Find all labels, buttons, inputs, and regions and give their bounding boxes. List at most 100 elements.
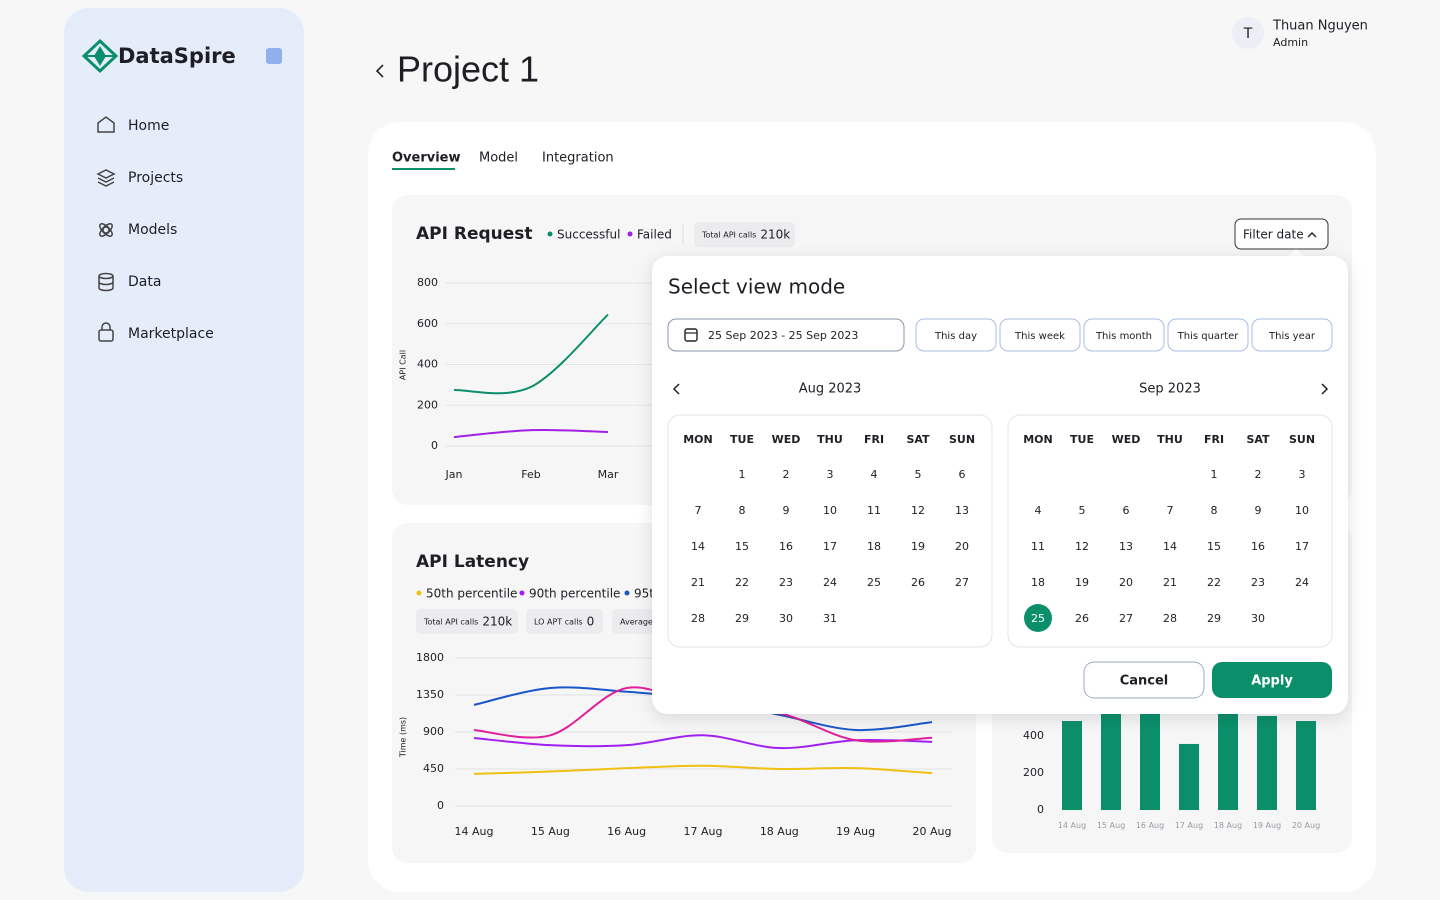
day[interactable]: 13: [955, 504, 969, 517]
day[interactable]: 12: [911, 504, 925, 517]
day[interactable]: 5: [1079, 504, 1086, 517]
day[interactable]: 28: [691, 612, 705, 625]
day[interactable]: 29: [735, 612, 749, 625]
day[interactable]: 28: [1163, 612, 1177, 625]
day[interactable]: 26: [1075, 612, 1089, 625]
chart-title: API Request: [416, 224, 533, 244]
day[interactable]: 12: [1075, 540, 1089, 553]
day[interactable]: 24: [1295, 576, 1309, 589]
day[interactable]: 17: [823, 540, 837, 553]
x-tick-label: 15 Aug: [531, 825, 570, 838]
tab[interactable]: Overview: [392, 151, 461, 166]
day[interactable]: 11: [867, 504, 881, 517]
filter-button[interactable]: [1234, 218, 1329, 250]
day[interactable]: 7: [1167, 504, 1174, 517]
day[interactable]: 10: [823, 504, 837, 517]
day[interactable]: 3: [827, 468, 834, 481]
weekday: MON: [1023, 433, 1053, 446]
cancel-button[interactable]: [1083, 661, 1205, 699]
day[interactable]: 17: [1295, 540, 1309, 553]
nav-item[interactable]: Marketplace: [128, 326, 214, 342]
nav-item[interactable]: Data: [128, 274, 161, 290]
day[interactable]: 2: [1255, 468, 1262, 481]
series-line: [473, 764, 933, 775]
next-month[interactable]: [1321, 383, 1329, 395]
day[interactable]: 1: [1211, 468, 1218, 481]
collapse-button[interactable]: [266, 48, 282, 64]
day[interactable]: 8: [1211, 504, 1218, 517]
day[interactable]: 22: [735, 576, 749, 589]
date-input[interactable]: [667, 318, 905, 352]
day[interactable]: 27: [955, 576, 969, 589]
back-button[interactable]: [375, 64, 384, 78]
day[interactable]: 30: [779, 612, 793, 625]
prev-month[interactable]: [672, 383, 680, 395]
day[interactable]: 7: [695, 504, 702, 517]
x-tick-label: 14 Aug: [1058, 821, 1086, 830]
day[interactable]: 18: [867, 540, 881, 553]
legend-dot: [519, 590, 525, 596]
day[interactable]: 1: [739, 468, 746, 481]
day[interactable]: 9: [783, 504, 790, 517]
series-line: [453, 313, 609, 395]
mode-button[interactable]: [915, 318, 997, 352]
tab[interactable]: Model: [479, 151, 518, 166]
weekday: THU: [1157, 433, 1183, 446]
day[interactable]: 22: [1207, 576, 1221, 589]
nav-item[interactable]: Models: [128, 222, 177, 238]
stat-label: Average: [620, 618, 653, 627]
day[interactable]: 21: [691, 576, 705, 589]
day[interactable]: 4: [1035, 504, 1042, 517]
day[interactable]: 9: [1255, 504, 1262, 517]
tab[interactable]: Integration: [542, 151, 614, 166]
day[interactable]: 23: [1251, 576, 1265, 589]
day[interactable]: 16: [1251, 540, 1265, 553]
day[interactable]: 13: [1119, 540, 1133, 553]
day[interactable]: 20: [1119, 576, 1133, 589]
chart-title: API Latency: [416, 552, 529, 572]
day[interactable]: 3: [1299, 468, 1306, 481]
mode-button[interactable]: [1083, 318, 1165, 352]
x-tick-label: 18 Aug: [760, 825, 799, 838]
day[interactable]: 16: [779, 540, 793, 553]
day[interactable]: 19: [911, 540, 925, 553]
weekday: TUE: [1070, 433, 1094, 446]
day[interactable]: 15: [735, 540, 749, 553]
day[interactable]: 6: [1123, 504, 1130, 517]
day[interactable]: 4: [871, 468, 878, 481]
day[interactable]: 2: [783, 468, 790, 481]
nav-item[interactable]: Home: [128, 118, 169, 134]
weekday: THU: [817, 433, 843, 446]
nav-item[interactable]: Projects: [128, 170, 183, 186]
mode-button[interactable]: [999, 318, 1081, 352]
day[interactable]: 30: [1251, 612, 1265, 625]
day[interactable]: 25: [867, 576, 881, 589]
day[interactable]: 14: [1163, 540, 1177, 553]
day[interactable]: 27: [1119, 612, 1133, 625]
day[interactable]: 29: [1207, 612, 1221, 625]
day[interactable]: 15: [1207, 540, 1221, 553]
y-tick-label: 600: [417, 317, 438, 330]
day[interactable]: 5: [915, 468, 922, 481]
day[interactable]: 25: [1031, 612, 1045, 625]
day[interactable]: 20: [955, 540, 969, 553]
bar: [1140, 706, 1160, 810]
day[interactable]: 24: [823, 576, 837, 589]
day[interactable]: 10: [1295, 504, 1309, 517]
day[interactable]: 11: [1031, 540, 1045, 553]
y-tick-label: 900: [423, 725, 444, 738]
apply-button[interactable]: [1212, 662, 1332, 698]
day[interactable]: 8: [739, 504, 746, 517]
day[interactable]: 26: [911, 576, 925, 589]
day[interactable]: 6: [959, 468, 966, 481]
day[interactable]: 14: [691, 540, 705, 553]
day[interactable]: 18: [1031, 576, 1045, 589]
day[interactable]: 31: [823, 612, 837, 625]
y-tick-label: 1350: [416, 688, 444, 701]
day[interactable]: 23: [779, 576, 793, 589]
day[interactable]: 19: [1075, 576, 1089, 589]
avatar[interactable]: [1232, 17, 1264, 49]
mode-button[interactable]: [1251, 318, 1333, 352]
mode-button[interactable]: [1167, 318, 1249, 352]
day[interactable]: 21: [1163, 576, 1177, 589]
